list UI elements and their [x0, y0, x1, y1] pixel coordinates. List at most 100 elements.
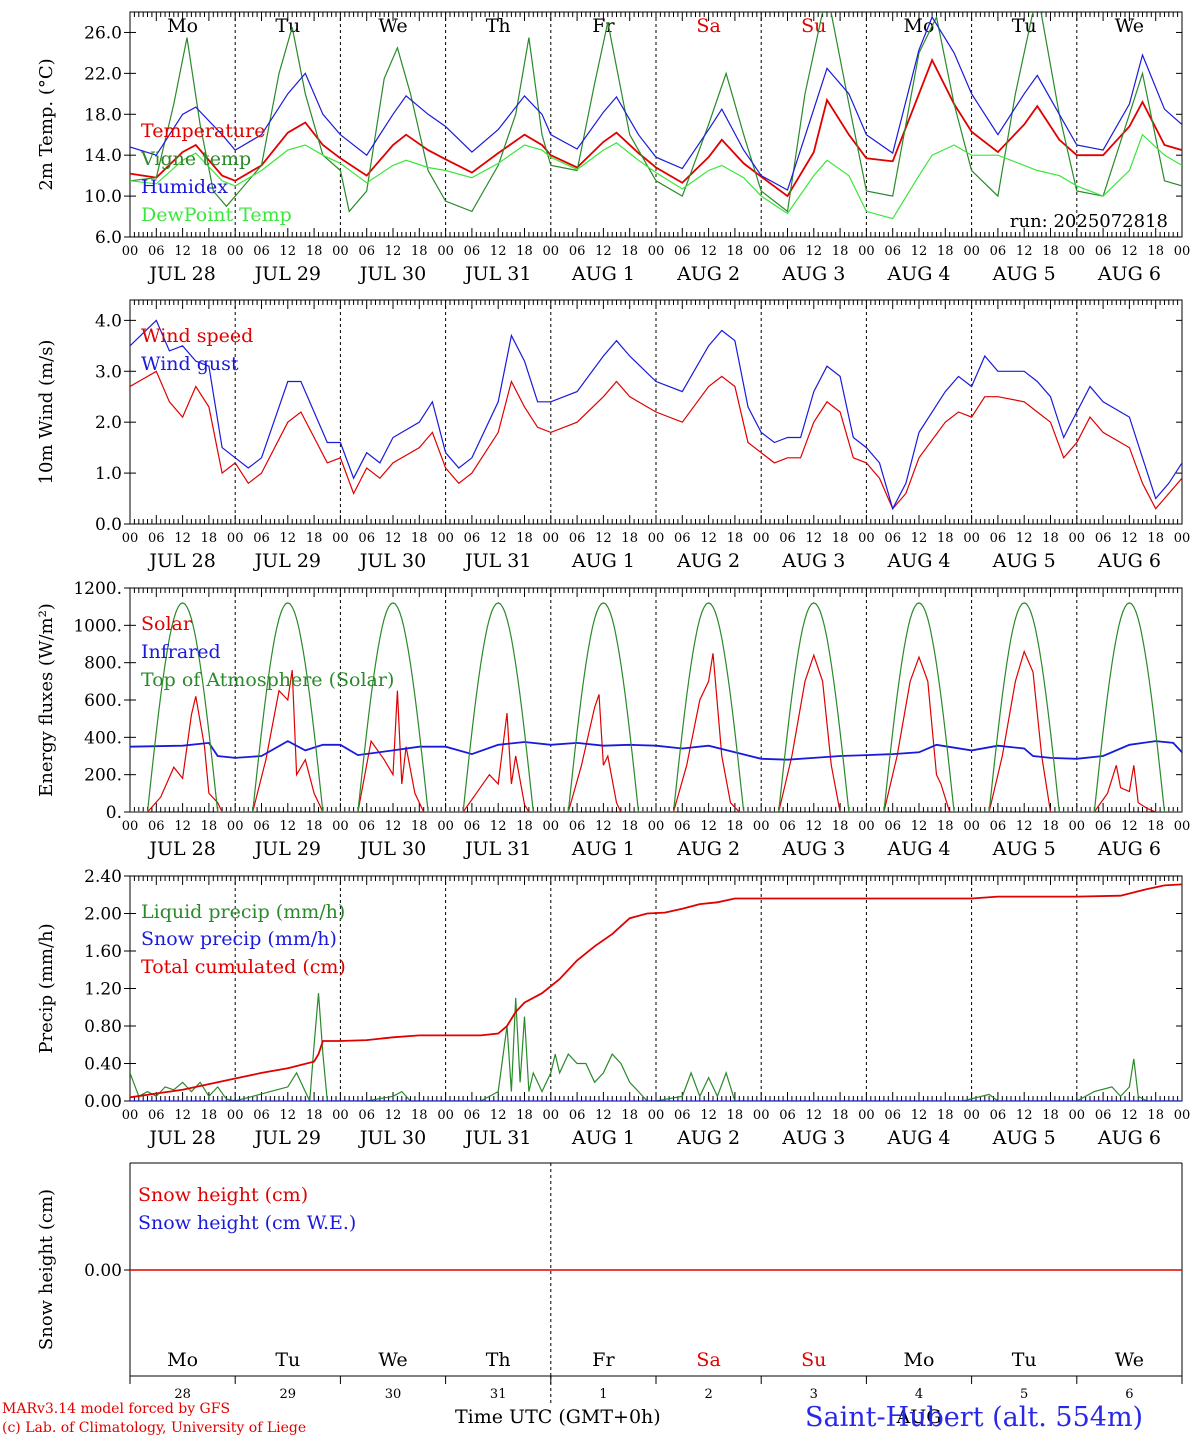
hour-label: 12 — [174, 819, 191, 834]
hour-label: 06 — [148, 531, 165, 546]
hour-label: 18 — [1042, 244, 1059, 259]
hour-label: 00 — [753, 531, 770, 546]
date-label: JUL 30 — [358, 838, 426, 860]
series-line-0 — [130, 993, 1182, 1101]
snow-day-label: Fr — [592, 1349, 615, 1371]
hour-label: 18 — [832, 531, 849, 546]
date-label: JUL 30 — [358, 550, 426, 572]
hour-label: 00 — [227, 819, 244, 834]
hour-label: 12 — [911, 1108, 928, 1123]
hour-label: 06 — [358, 819, 375, 834]
hour-label: 00 — [963, 1108, 980, 1123]
date-label: JUL 28 — [147, 1127, 215, 1149]
date-label: JUL 31 — [463, 838, 531, 860]
legend-label: Solar — [141, 613, 193, 635]
hour-label: 18 — [1042, 819, 1059, 834]
panel-1: 6.0 10.0 14.0 18.0 22.0 26.0 2m Temp. (°C) 00 06… — [36, 11, 1190, 285]
hour-label: 18 — [1042, 1108, 1059, 1123]
hour-label: 18 — [621, 819, 638, 834]
hour-label: 12 — [1121, 244, 1138, 259]
date-label: JUL 29 — [253, 550, 321, 572]
snow-day-number: 1 — [599, 1387, 607, 1402]
y-tick-label: 4.0 — [95, 311, 122, 331]
date-label: JUL 28 — [147, 838, 215, 860]
hour-label: 06 — [464, 531, 481, 546]
hour-label: 00 — [858, 244, 875, 259]
panel-5: 0.00 Snow height (cm) Snow height (cm) Snow… — [36, 1162, 1183, 1428]
day-label: Fr — [592, 15, 615, 37]
hour-label: 12 — [806, 819, 823, 834]
y-tick-label: 26.0 — [84, 23, 122, 43]
date-label: JUL 31 — [463, 550, 531, 572]
legend-label: Liquid precip (mm/h) — [141, 901, 345, 923]
hour-label: 18 — [832, 819, 849, 834]
hour-label: 00 — [332, 531, 349, 546]
hour-label: 12 — [1016, 819, 1033, 834]
date-label: AUG 3 — [781, 263, 845, 285]
hour-label: 06 — [990, 1108, 1007, 1123]
model-credit: MARv3.14 model forced by GFS — [2, 1401, 231, 1417]
date-label: AUG 4 — [886, 838, 950, 860]
hour-label: 06 — [464, 244, 481, 259]
hour-label: 18 — [621, 531, 638, 546]
hour-label: 06 — [253, 819, 270, 834]
hour-label: 18 — [621, 244, 638, 259]
hour-label: 18 — [727, 819, 744, 834]
legend-label: Snow precip (mm/h) — [141, 928, 337, 950]
day-label: We — [378, 15, 407, 37]
snow-day-number: 6 — [1125, 1387, 1133, 1402]
hour-label: 06 — [674, 1108, 691, 1123]
hour-label: 18 — [937, 1108, 954, 1123]
y-tick-label: 0. — [106, 803, 122, 823]
hour-label: 06 — [990, 819, 1007, 834]
hour-label: 12 — [700, 819, 717, 834]
date-label: JUL 31 — [463, 263, 531, 285]
hour-label: 18 — [411, 244, 428, 259]
hour-label: 12 — [1016, 244, 1033, 259]
station-label: Saint-Hubert (alt. 554m) — [805, 1402, 1144, 1433]
hour-label: 18 — [1147, 531, 1164, 546]
date-label: JUL 28 — [147, 550, 215, 572]
hour-label: 18 — [1147, 819, 1164, 834]
hour-label: 06 — [148, 819, 165, 834]
hour-label: 06 — [358, 244, 375, 259]
date-label: AUG 6 — [1097, 1127, 1161, 1149]
date-label: AUG 3 — [781, 550, 845, 572]
hour-label: 12 — [911, 244, 928, 259]
y-tick-label: 22.0 — [84, 64, 122, 84]
hour-label: 06 — [779, 244, 796, 259]
y-tick-label: 2.40 — [84, 867, 122, 887]
hour-label: 06 — [779, 1108, 796, 1123]
hour-label: 00 — [648, 531, 665, 546]
date-label: JUL 29 — [253, 263, 321, 285]
y-axis-title: Precip (mm/h) — [36, 923, 57, 1053]
hour-label: 06 — [569, 244, 586, 259]
hour-label: 12 — [385, 819, 402, 834]
lab-credit: (c) Lab. of Climatology, University of L… — [2, 1420, 307, 1436]
hour-label: 06 — [674, 819, 691, 834]
snow-month-label: AUG — [896, 1406, 942, 1428]
hour-label: 18 — [727, 531, 744, 546]
hour-label: 18 — [621, 1108, 638, 1123]
day-label: Sa — [696, 15, 720, 37]
legend-label: DewPoint Temp — [141, 204, 292, 226]
date-label: AUG 1 — [571, 1127, 635, 1149]
hour-label: 12 — [1121, 531, 1138, 546]
legend-label: Total cumulated (cm) — [141, 956, 346, 978]
y-tick-label: 10.0 — [84, 187, 122, 207]
y-tick-label: 1.0 — [95, 464, 122, 484]
hour-label: 06 — [358, 1108, 375, 1123]
panel-2: 0.0 1.0 2.0 3.0 4.0 10m Wind (m/s) 00 06 12 18 00 0… — [36, 299, 1190, 572]
hour-label: 12 — [700, 244, 717, 259]
panel-4: 0.00 0.40 0.80 1.20 1.60 2.00 2.40 Precip (mm/h… — [36, 867, 1190, 1149]
hour-label: 06 — [148, 244, 165, 259]
hour-label: 00 — [753, 1108, 770, 1123]
hour-label: 00 — [122, 244, 139, 259]
hour-label: 18 — [411, 819, 428, 834]
hour-label: 06 — [253, 531, 270, 546]
date-label: AUG 6 — [1097, 550, 1161, 572]
hour-label: 06 — [674, 244, 691, 259]
series-line-0 — [130, 649, 1182, 812]
hour-label: 18 — [1147, 244, 1164, 259]
